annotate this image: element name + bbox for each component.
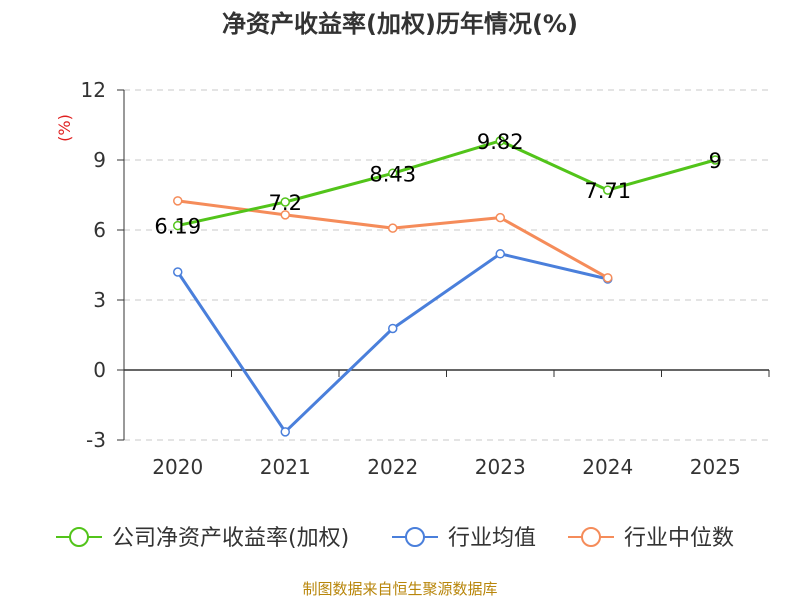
x-tick-label: 2025 [690, 455, 741, 479]
y-tick-label: 6 [93, 218, 106, 242]
y-tick-label: -3 [86, 428, 106, 452]
data-point [173, 220, 183, 231]
y-axis-label: (%) [55, 114, 74, 142]
data-point [710, 155, 720, 165]
legend: 公司净资产收益率(加权) 行业均值 行业中位数 [56, 526, 734, 551]
data-point [173, 267, 183, 277]
data-point [495, 212, 505, 223]
legend-swatch-marker [405, 527, 425, 547]
x-tick-label: 2023 [475, 455, 526, 479]
x-tick-label: 2020 [152, 455, 203, 479]
x-tick-label: 2024 [582, 455, 633, 479]
data-point [280, 427, 290, 437]
data-point [280, 210, 290, 220]
data-point [495, 136, 505, 146]
axes: 12 9 6 3 0 -3 2020 2021 2022 2023 2024 2025 [81, 78, 770, 479]
legend-swatch-marker [69, 527, 89, 547]
data-point [388, 168, 398, 179]
source-note: 制图数据来自恒生聚源数据库 [302, 580, 497, 598]
data-label: 7.2 [269, 191, 302, 215]
data-point [173, 196, 183, 206]
gridlines [124, 89, 769, 441]
data-label: 6.19 [154, 215, 201, 239]
series-lines [173, 136, 720, 437]
y-tick-label: 9 [93, 148, 106, 172]
legend-label: 行业均值 [448, 526, 536, 551]
data-point [603, 273, 613, 283]
y-tick-label: 12 [81, 78, 106, 102]
data-point [388, 323, 398, 334]
x-tick-label: 2022 [367, 455, 418, 479]
data-label: 9.82 [477, 130, 524, 154]
data-point [495, 249, 505, 259]
data-labels: 6.19 7.2 8.43 9.82 7.71 9 [154, 130, 722, 239]
series-line-0 [177, 139, 716, 228]
data-point [603, 185, 613, 195]
series-line-1 [176, 252, 609, 434]
legend-label: 公司净资产收益率(加权) [112, 526, 349, 551]
legend-swatch-marker [581, 527, 601, 547]
data-label: 9 [709, 149, 722, 173]
y-tick-label: 0 [93, 358, 106, 382]
data-point [280, 197, 290, 207]
x-tick-label: 2021 [260, 455, 311, 479]
data-label: 8.43 [369, 162, 416, 186]
data-point [388, 223, 398, 233]
y-tick-label: 3 [93, 288, 106, 312]
data-label: 7.71 [584, 179, 631, 203]
legend-label: 行业中位数 [624, 526, 734, 551]
chart-title: 净资产收益率(加权)历年情况(%) [222, 10, 578, 38]
